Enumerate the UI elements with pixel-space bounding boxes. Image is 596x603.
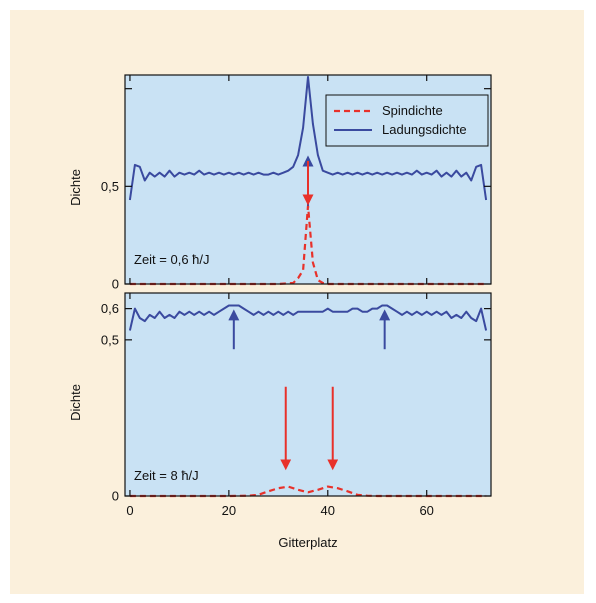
legend-label-spin: Spindichte: [382, 103, 443, 118]
chart-layer: 0 0,5 Dichte Zeit = 0,6 ħ/J Spindichte Ladung…: [68, 74, 492, 550]
y-tick-label-bottom-0: 0: [112, 489, 119, 504]
figure-card: 0 0,5 Dichte Zeit = 0,6 ħ/J Spindichte Ladung…: [10, 10, 584, 594]
charge-density-line-top: [128, 76, 488, 201]
legend-label-charge: Ladungsdichte: [382, 122, 467, 137]
density-chart: 0 0,5 Dichte Zeit = 0,6 ħ/J Spindichte Ladung…: [68, 74, 492, 550]
x-tick-label-1: 20: [222, 503, 236, 518]
x-tick-label-0: 0: [126, 503, 133, 518]
x-tick-label-2: 40: [321, 503, 335, 518]
y-axis-title-bottom: Dichte: [68, 384, 83, 421]
plot-frame-bottom: [124, 292, 492, 497]
y-axis-title-top: Dichte: [68, 169, 83, 206]
plot-area-bottom: [125, 293, 491, 496]
time-annotation-bottom: Zeit = 8 ħ/J: [134, 468, 199, 483]
y-tick-label-top-0: 0: [112, 277, 119, 292]
y-tick-label-top-1: 0,5: [101, 179, 119, 194]
charge-density-line-bottom: [128, 304, 488, 331]
y-tick-label-bottom-1: 0,5: [101, 332, 119, 347]
legend-box: [325, 94, 489, 147]
time-annotation-top: Zeit = 0,6 ħ/J: [134, 252, 210, 267]
x-axis-title: Gitterplatz: [278, 535, 337, 550]
plot-frame-top: [124, 74, 492, 285]
y-tick-label-bottom-2: 0,6: [101, 301, 119, 316]
x-tick-label-3: 60: [419, 503, 433, 518]
